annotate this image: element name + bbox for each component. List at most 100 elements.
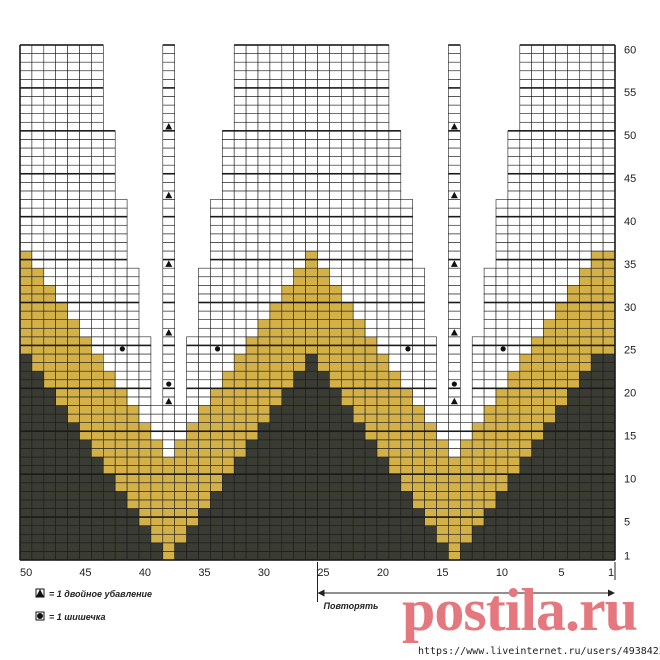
stitch-cell: [436, 456, 449, 466]
stitch-cell: [317, 362, 330, 372]
stitch-cell: [578, 259, 592, 269]
stitch-cell: [555, 448, 568, 458]
stitch-cell: [233, 533, 247, 544]
stitch-cell: [602, 164, 616, 175]
stitch-cell: [198, 345, 211, 355]
stitch-cell: [43, 370, 56, 381]
stitch-cell: [376, 379, 390, 389]
stitch-cell: [114, 233, 128, 243]
stitch-cell: [269, 473, 283, 484]
stitch-cell: [305, 362, 318, 372]
stitch-cell: [281, 139, 294, 149]
stitch-cell: [590, 413, 604, 423]
stitch-cell: [400, 293, 413, 303]
stitch-cell: [543, 173, 556, 183]
stitch-cell: [448, 139, 461, 149]
stitch-cell: [352, 396, 366, 406]
stitch-cell: [436, 525, 449, 535]
stitch-cell: [245, 508, 259, 518]
stitch-cell: [43, 499, 56, 509]
stitch-cell: [519, 362, 532, 372]
stitch-cell: [317, 182, 330, 192]
stitch-cell: [376, 491, 390, 501]
stitch-cell: [281, 533, 294, 544]
stitch-cell: [329, 233, 342, 243]
stitch-cell: [162, 130, 176, 140]
stitch-cell: [578, 276, 592, 286]
stitch-cell: [317, 465, 330, 475]
stitch-cell: [555, 250, 568, 260]
stitch-cell: [67, 465, 80, 475]
stitch-cell: [79, 551, 92, 561]
stitch-cell: [114, 542, 128, 552]
row-label: 5: [624, 516, 630, 528]
stitch-cell: [222, 147, 235, 157]
stitch-cell: [317, 199, 330, 209]
stitch-cell: [602, 499, 616, 509]
stitch-cell: [364, 533, 378, 544]
stitch-cell: [364, 473, 378, 484]
stitch-cell: [531, 473, 544, 484]
stitch-cell: [126, 525, 140, 535]
stitch-cell: [222, 207, 235, 217]
stitch-cell: [340, 70, 354, 80]
stitch-cell: [543, 491, 556, 501]
stitch-cell: [79, 53, 92, 63]
stitch-cell: [519, 353, 532, 363]
stitch-cell: [519, 199, 532, 209]
stitch-cell: [483, 293, 497, 303]
double-decrease-triangle: [165, 191, 173, 199]
stitch-cell: [602, 482, 616, 492]
stitch-cell: [103, 465, 116, 475]
stitch-cell: [186, 448, 199, 458]
stitch-cell: [245, 525, 259, 535]
stitch-cell: [340, 293, 354, 303]
stitch-cell: [222, 473, 235, 484]
stitch-cell: [43, 327, 56, 338]
stitch-cell: [602, 430, 616, 441]
stitch-cell: [436, 473, 449, 484]
stitch-cell: [531, 353, 544, 363]
stitch-cell: [55, 87, 68, 97]
stitch-cell: [543, 405, 556, 415]
stitch-cell: [448, 310, 461, 320]
stitch-cell: [495, 259, 509, 269]
stitch-cell: [555, 242, 568, 252]
stitch-cell: [376, 139, 390, 149]
stitch-cell: [233, 525, 247, 535]
stitch-cell: [448, 250, 461, 260]
stitch-cell: [578, 310, 592, 320]
stitch-cell: [55, 216, 68, 226]
stitch-cell: [305, 87, 318, 97]
stitch-cell: [412, 448, 425, 458]
stitch-cell: [257, 104, 271, 114]
stitch-cell: [138, 499, 152, 509]
stitch-cell: [31, 551, 45, 561]
stitch-cell: [245, 302, 259, 312]
stitch-cell: [162, 439, 176, 449]
stitch-cell: [186, 533, 199, 544]
stitch-cell: [67, 542, 80, 552]
stitch-cell: [578, 422, 592, 432]
stitch-cell: [138, 516, 152, 526]
stitch-cell: [507, 516, 521, 526]
stitch-cell: [55, 147, 68, 157]
stitch-cell: [198, 525, 211, 535]
stitch-cell: [257, 482, 271, 492]
stitch-cell: [79, 79, 92, 89]
stitch-cell: [567, 396, 580, 406]
stitch-cell: [602, 233, 616, 243]
stitch-cell: [495, 465, 509, 475]
stitch-cell: [19, 87, 33, 97]
stitch-cell: [233, 242, 247, 252]
stitch-cell: [55, 242, 68, 252]
bobble-dot: [405, 346, 411, 352]
stitch-cell: [352, 430, 366, 441]
stitch-cell: [590, 199, 604, 209]
stitch-cell: [55, 396, 68, 406]
stitch-cell: [602, 182, 616, 192]
stitch-cell: [590, 104, 604, 114]
stitch-cell: [317, 216, 330, 226]
stitch-cell: [269, 147, 283, 157]
stitch-cell: [79, 259, 92, 269]
